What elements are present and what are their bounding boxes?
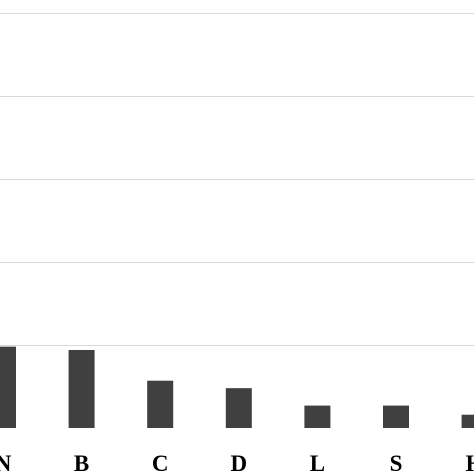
x-tick-label-l: L: [310, 451, 325, 474]
x-tick-label-s: S: [390, 451, 403, 474]
bars: [0, 346, 474, 428]
x-tick-label-h: H: [466, 451, 474, 474]
bar-l: [304, 405, 331, 428]
gridlines: [0, 13, 474, 346]
bar-h: [461, 414, 474, 428]
x-tick-label-c: C: [152, 451, 169, 474]
bar-n: [0, 346, 16, 428]
x-tick-label-b: B: [74, 451, 89, 474]
x-tick-label-d: D: [230, 451, 247, 474]
bar-c: [147, 380, 174, 428]
x-tick-label-n: N: [0, 451, 12, 474]
x-tick-labels: NBCDLSH: [0, 451, 474, 474]
bar-d: [225, 388, 252, 428]
bar-s: [383, 405, 409, 428]
bar-b: [68, 349, 95, 428]
